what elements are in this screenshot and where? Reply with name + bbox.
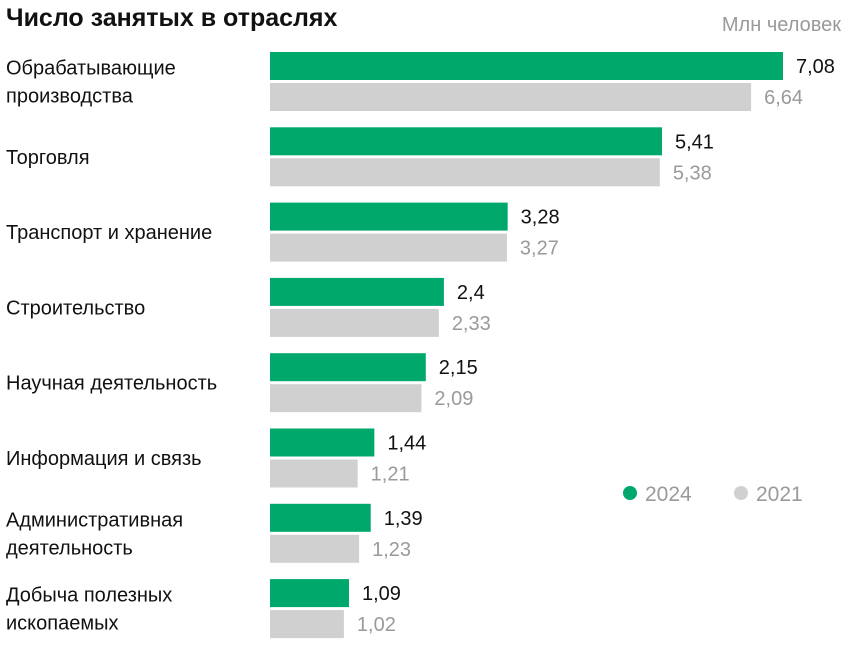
category-label-4: Строительство xyxy=(6,297,145,319)
category-label-6: Информация и связь xyxy=(6,448,202,470)
value-label-2024-1: 7,08 xyxy=(796,56,835,78)
category-label-5: Научная деятельность xyxy=(6,373,217,395)
value-label-2024-4: 2,4 xyxy=(457,282,485,304)
value-label-2021-6: 1,21 xyxy=(371,464,410,486)
bar-2021-7 xyxy=(270,534,360,563)
value-label-2021-1: 6,64 xyxy=(764,87,803,109)
category-label-8-line-2: ископаемых xyxy=(6,613,118,635)
value-label-2021-5: 2,09 xyxy=(434,388,473,410)
value-label-2021-4: 2,33 xyxy=(452,313,491,335)
bar-2024-8 xyxy=(270,579,349,608)
category-labels: Обрабатывающие производства Торговля Трансп… xyxy=(6,58,217,635)
category-label-7-line-2: деятельность xyxy=(6,537,133,559)
value-label-2024-3: 3,28 xyxy=(521,207,560,229)
value-label-2024-5: 2,15 xyxy=(439,357,478,379)
legend-marker-2024 xyxy=(623,486,637,500)
category-label-1-line-2: производства xyxy=(6,86,134,108)
value-label-2021-2: 5,38 xyxy=(673,162,712,184)
bar-2024-4 xyxy=(270,277,444,306)
category-label-3: Транспорт и хранение xyxy=(6,222,212,244)
category-label-1-line-1: Обрабатывающие xyxy=(6,58,176,80)
bar-2021-2 xyxy=(270,158,660,187)
bar-2024-6 xyxy=(270,428,375,457)
category-label-8-line-1: Добыча полезных xyxy=(6,585,172,607)
bar-2021-3 xyxy=(270,233,507,262)
legend-label-2021: 2021 xyxy=(756,483,803,506)
bar-2024-3 xyxy=(270,202,508,231)
legend: 2024 2021 xyxy=(623,483,803,506)
category-label-2: Торговля xyxy=(6,147,90,169)
bar-2024-5 xyxy=(270,353,426,382)
bar-2024-2 xyxy=(270,127,662,156)
bar-2021-5 xyxy=(270,384,422,413)
legend-label-2024: 2024 xyxy=(645,483,692,506)
bars-layer: 7,08 6,64 5,41 5,38 3,28 3,27 2,4 2,33 2,15 2,09 1… xyxy=(270,52,835,639)
bar-2021-6 xyxy=(270,459,358,488)
value-label-2021-3: 3,27 xyxy=(520,238,559,260)
unit-label: Млн человек xyxy=(721,14,841,36)
bar-2021-1 xyxy=(270,83,752,111)
value-label-2024-2: 5,41 xyxy=(675,131,714,153)
chart-title: Число занятых в отраслях xyxy=(6,4,338,32)
bar-2024-1 xyxy=(270,52,783,80)
category-label-7-line-1: Административная xyxy=(6,509,183,531)
value-label-2021-7: 1,23 xyxy=(372,539,411,561)
value-label-2021-8: 1,02 xyxy=(357,614,396,636)
bar-2021-4 xyxy=(270,308,439,337)
value-label-2024-7: 1,39 xyxy=(384,508,423,530)
value-label-2024-8: 1,09 xyxy=(362,583,401,605)
bar-2021-8 xyxy=(270,610,344,639)
value-label-2024-6: 1,44 xyxy=(387,433,426,455)
legend-marker-2021 xyxy=(734,486,748,500)
bar-2024-7 xyxy=(270,503,371,532)
